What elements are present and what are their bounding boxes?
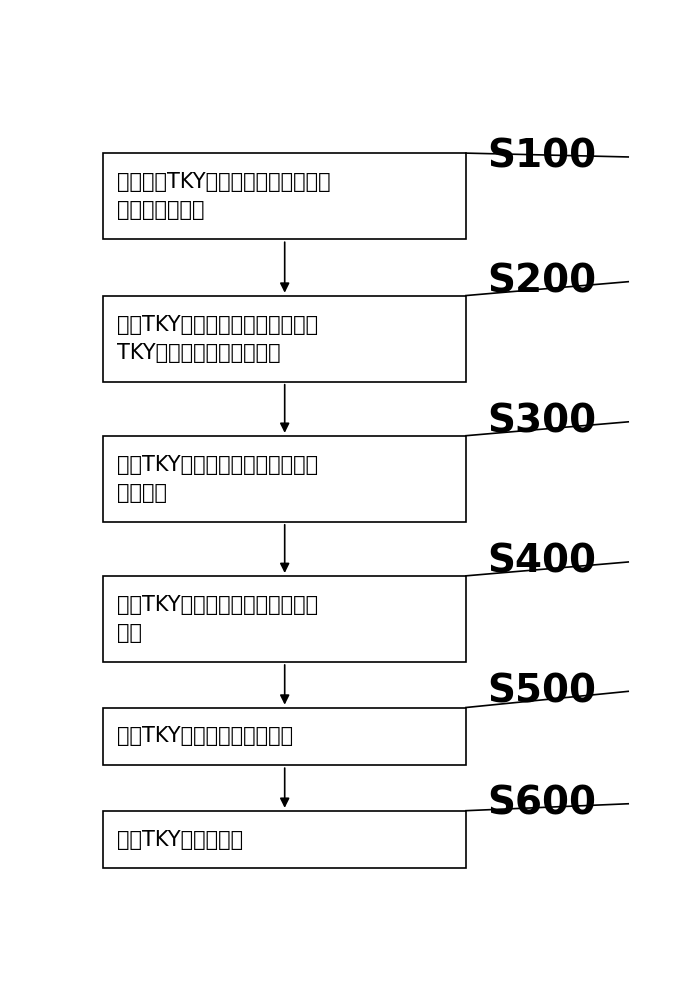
Text: S300: S300	[487, 403, 596, 441]
Bar	[103, 576, 466, 662]
Bar	[103, 708, 466, 765]
Text: 根据TKY节点支管的空间角度设计
TKY节点组对工装并制作。: 根据TKY节点支管的空间角度设计 TKY节点组对工装并制作。	[117, 315, 318, 363]
Text: S100: S100	[487, 138, 596, 176]
Text: S400: S400	[487, 543, 596, 581]
Text: 进行TKY节点管就位与组对。: 进行TKY节点管就位与组对。	[117, 726, 293, 746]
Text: 对不同的TKY节点进行支管空间角度
的计算与模拟。: 对不同的TKY节点进行支管空间角度 的计算与模拟。	[117, 172, 331, 220]
Bar	[103, 811, 466, 868]
Text: S600: S600	[487, 785, 596, 823]
Text: 进行TKY节点组对工装的精度测量
与控制。: 进行TKY节点组对工装的精度测量 与控制。	[117, 455, 318, 503]
Bar	[103, 436, 466, 522]
Bar	[103, 153, 466, 239]
Text: S500: S500	[487, 672, 596, 710]
Text: 进行TKY节点组对工装的定位及划
线。: 进行TKY节点组对工装的定位及划 线。	[117, 595, 318, 643]
Text: S200: S200	[487, 263, 596, 301]
Text: 进行TKY节点焊接。: 进行TKY节点焊接。	[117, 830, 243, 850]
Bar	[103, 296, 466, 382]
